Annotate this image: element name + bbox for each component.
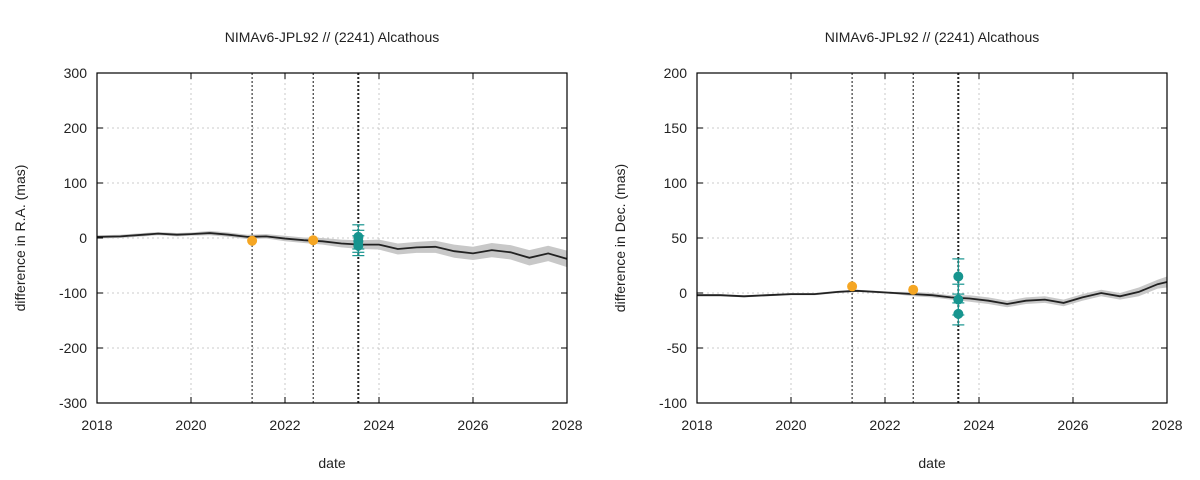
x-tick-label: 2028 <box>1151 417 1182 433</box>
x-axis-label: date <box>318 455 345 471</box>
y-tick-label: 100 <box>64 175 88 191</box>
x-tick-label: 2026 <box>1057 417 1088 433</box>
obs-point-orange <box>847 281 858 292</box>
obs-point-teal <box>953 308 964 319</box>
obs-point-teal <box>953 294 964 305</box>
obs-point-orange <box>908 284 919 295</box>
y-tick-label: -100 <box>659 395 687 411</box>
y-tick-label: -100 <box>59 285 87 301</box>
x-tick-label: 2024 <box>363 417 394 433</box>
uncertainty-band <box>697 276 1167 308</box>
x-tick-label: 2018 <box>81 417 112 433</box>
x-axis-label: date <box>918 455 945 471</box>
obs-point-orange <box>308 235 319 246</box>
y-tick-label: -200 <box>59 340 87 356</box>
obs-point-orange <box>247 235 258 246</box>
obs-point-teal <box>353 240 364 251</box>
y-tick-label: 300 <box>64 65 88 81</box>
x-tick-label: 2018 <box>681 417 712 433</box>
y-tick-label: 150 <box>664 120 688 136</box>
y-tick-label: 0 <box>679 285 687 301</box>
x-tick-label: 2024 <box>963 417 994 433</box>
chart-panel-ra: -300 -200 -100 0 100 200 300 2018 2020 2022 2024 20… <box>12 29 583 471</box>
model-line <box>697 281 1168 305</box>
x-tick-label: 2028 <box>551 417 582 433</box>
y-axis-label: difference in R.A. (mas) <box>12 165 28 312</box>
x-tick-label: 2022 <box>269 417 300 433</box>
uncertainty-band <box>97 230 567 268</box>
chart-title: NIMAv6-JPL92 // (2241) Alcathous <box>825 29 1040 45</box>
model-line <box>96 232 568 260</box>
x-tick-label: 2020 <box>775 417 806 433</box>
chart-panel-dec: -100 -50 0 50 100 150 200 2018 2020 2022 2024 2026 2… <box>612 29 1183 471</box>
y-tick-label: 0 <box>79 230 87 246</box>
y-tick-label: -300 <box>59 395 87 411</box>
chart-title: NIMAv6-JPL92 // (2241) Alcathous <box>225 29 440 45</box>
y-tick-label: -50 <box>667 340 687 356</box>
x-tick-label: 2020 <box>175 417 206 433</box>
x-tick-label: 2022 <box>869 417 900 433</box>
y-tick-label: 200 <box>64 120 88 136</box>
y-tick-label: 50 <box>671 230 687 246</box>
y-tick-label: 200 <box>664 65 688 81</box>
y-tick-label: 100 <box>664 175 688 191</box>
y-axis-label: difference in Dec. (mas) <box>612 164 628 312</box>
x-tick-label: 2026 <box>457 417 488 433</box>
obs-point-teal <box>953 271 964 282</box>
